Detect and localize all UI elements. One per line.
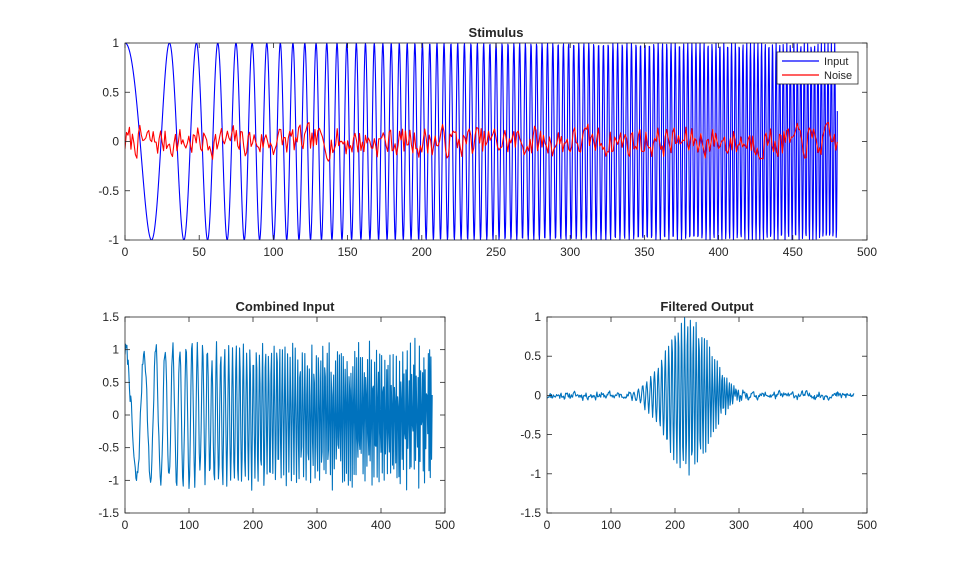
- stimulus-xtick-label: 50: [193, 245, 207, 259]
- filtered-chart: 0 100 200 300 400 500 -1.5 -1 -0.5 0 0.5 1 Filtered …: [520, 299, 877, 532]
- combined-xtick-label: 400: [371, 518, 391, 532]
- stimulus-ytick-label: 0.5: [102, 85, 119, 99]
- combined-ytick-label: 1.5: [102, 310, 119, 324]
- combined-xtick-label: 200: [243, 518, 263, 532]
- combined-series-line-0: [125, 337, 433, 491]
- stimulus-xtick-label: 0: [122, 245, 129, 259]
- stimulus-xtick-label: 300: [560, 245, 580, 259]
- stimulus-series-line-noise: [125, 121, 838, 162]
- stimulus-chart: 0 50 100 150 200 250 300 350 400 450 500 -1 -0.5 0 0.5…: [98, 25, 877, 259]
- filtered-ytick-label: -1.5: [520, 506, 541, 520]
- filtered-ytick-label: 1: [534, 310, 541, 324]
- stimulus-xtick-label: 400: [709, 245, 729, 259]
- combined-ytick-label: -1.5: [98, 506, 119, 520]
- combined-ytick-label: 1: [112, 343, 119, 357]
- stimulus-ytick-label: -0.5: [98, 184, 119, 198]
- filtered-xtick-label: 0: [544, 518, 551, 532]
- filtered-axes-box: [546, 316, 868, 514]
- combined-chart: 0 100 200 300 400 500 -1.5 -1 -0.5 0 0.5 1 1.5 Combin…: [98, 299, 455, 532]
- stimulus-xtick-label: 200: [412, 245, 432, 259]
- combined-ytick-label: 0.5: [102, 375, 119, 389]
- stimulus-xtick-label: 500: [857, 245, 877, 259]
- combined-xtick-label: 0: [122, 518, 129, 532]
- stimulus-legend-label-noise: Noise: [824, 70, 852, 82]
- stimulus-title: Stimulus: [469, 25, 524, 40]
- filtered-xtick-label: 200: [665, 518, 685, 532]
- stimulus-xtick-label: 250: [486, 245, 506, 259]
- filtered-xtick-label: 100: [601, 518, 621, 532]
- stimulus-xtick-label: 150: [338, 245, 358, 259]
- stimulus-ytick-label: 1: [112, 36, 119, 50]
- stimulus-xtick-label: 350: [634, 245, 654, 259]
- combined-xtick-label: 300: [307, 518, 327, 532]
- filtered-series-line-0: [547, 317, 855, 476]
- combined-title: Combined Input: [236, 299, 336, 314]
- filtered-xtick-label: 400: [793, 518, 813, 532]
- stimulus-series-line-input: [125, 43, 838, 240]
- filtered-ytick-label: -0.5: [520, 428, 541, 442]
- stimulus-ytick-label: -1: [108, 233, 119, 247]
- combined-ytick-label: -1: [108, 473, 119, 487]
- filtered-ytick-label: 0: [534, 388, 541, 402]
- combined-xtick-label: 100: [179, 518, 199, 532]
- filtered-ytick-label: 0.5: [524, 349, 541, 363]
- stimulus-xtick-label: 100: [263, 245, 283, 259]
- combined-xtick-label: 500: [435, 518, 455, 532]
- filtered-ytick-label: -1: [530, 467, 541, 481]
- filtered-xtick-label: 500: [857, 518, 877, 532]
- stimulus-xtick-label: 450: [783, 245, 803, 259]
- stimulus-ytick-label: 0: [112, 135, 119, 149]
- stimulus-legend-label-input: Input: [824, 56, 848, 68]
- stimulus-legend: Input Noise: [776, 51, 859, 85]
- combined-ytick-label: -0.5: [98, 441, 119, 455]
- stimulus-legend-box: [776, 51, 859, 85]
- filtered-title: Filtered Output: [660, 299, 754, 314]
- combined-ytick-label: 0: [112, 408, 119, 422]
- filtered-xtick-label: 300: [729, 518, 749, 532]
